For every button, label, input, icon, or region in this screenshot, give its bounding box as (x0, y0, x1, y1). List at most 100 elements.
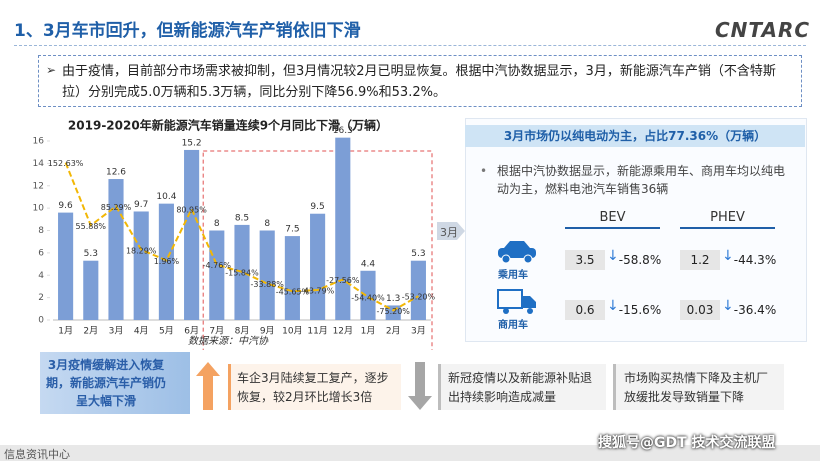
point-text: 市场购买热情下降及主机厂放缓批发导致销量下降 (624, 371, 769, 404)
column-header: BEV (565, 210, 660, 229)
down-arrow: ↓ (607, 298, 619, 314)
y-tick-label: 12 (33, 181, 44, 191)
y-tick-label: 2 (38, 293, 44, 303)
down-arrow (408, 362, 432, 410)
x-tick-label: 4月 (134, 326, 149, 337)
x-tick-label: 8月 (235, 326, 250, 337)
row-label: 乘用车 (498, 270, 528, 281)
bar (259, 230, 275, 320)
line-label: 80.95% (176, 206, 207, 215)
bar (284, 236, 300, 320)
bar-label: 9.5 (310, 202, 324, 212)
bar (58, 212, 74, 320)
bar (133, 211, 149, 320)
bar-label: 8.5 (235, 213, 249, 223)
x-tick-label: 2月 (386, 326, 401, 337)
x-tick-label: 6月 (184, 326, 199, 337)
panel-title: 3月市场仍以纯电动为主，占比77.36%（万辆） (465, 125, 805, 147)
value-box: 0.03 (680, 300, 720, 320)
line-label: -27.56% (326, 276, 360, 285)
row-label: 商用车 (498, 320, 528, 331)
bar-label: 16.3 (333, 126, 353, 136)
point-box (228, 364, 401, 410)
column-header: PHEV (680, 210, 775, 229)
divider (14, 45, 806, 46)
bar (310, 213, 326, 320)
x-tick-label: 1月 (361, 326, 376, 337)
line-label: 152.63% (48, 159, 84, 168)
x-tick-label: 7月 (209, 326, 224, 337)
line-label: -33.88% (251, 280, 285, 289)
x-tick-label: 3月 (109, 326, 124, 337)
slide-title: 1、3月车市回升，但新能源汽车产销依旧下滑 (14, 21, 361, 41)
arrow-shape (437, 222, 465, 240)
y-tick-label: 16 (33, 137, 45, 147)
chart-title: 2019-2020年新能源汽车销量连续9个月同比下滑（万辆） (68, 118, 388, 133)
bar-label: 10.4 (156, 192, 176, 202)
down-arrow: ↓ (722, 248, 734, 264)
point-box (438, 364, 606, 410)
bar (158, 203, 174, 320)
point-box (613, 364, 784, 410)
logo: CNTARC (715, 18, 811, 42)
bar-label: 7.5 (285, 225, 299, 235)
chart: 2019-2020年新能源汽车销量连续9个月同比下滑（万辆） 0 2 4 6 8 10 12 1… (33, 118, 436, 350)
x-tick-label: 10月 (282, 326, 302, 337)
bar-label: 9.7 (134, 200, 148, 210)
x-tick-label: 12月 (333, 326, 353, 337)
bar (184, 149, 200, 320)
y-tick-label: 8 (38, 226, 44, 236)
point-text: 车企3月陆续复工复产，逐步恢复，较2月环比增长3倍 (237, 371, 389, 404)
line-label: 18.29% (126, 246, 157, 255)
change-value: -44.3% (733, 253, 777, 267)
line-label: 55.88% (76, 222, 107, 231)
panel-note: 根据中汽协数据显示，新能源乘用车、商用车均以纯电动为主，燃料电池汽车销售36辆 (497, 164, 786, 196)
bar-label: 8 (264, 219, 270, 229)
vehicle-icon (497, 289, 536, 314)
bar-label: 4.4 (361, 259, 376, 269)
x-tick-label: 2月 (83, 326, 98, 337)
intro-box (38, 55, 802, 107)
bar (83, 260, 99, 320)
bar (335, 137, 351, 320)
y-tick-label: 0 (38, 316, 44, 326)
value-box: 3.5 (565, 250, 605, 270)
y-tick-label: 14 (33, 159, 45, 169)
bar-label: 1.3 (386, 294, 400, 304)
change-value: -15.6% (618, 303, 662, 317)
line-label: -53.20% (402, 293, 436, 302)
x-tick-label: 9月 (260, 326, 275, 337)
bar (234, 224, 250, 320)
bar (360, 270, 376, 320)
line-label: -54.40% (351, 293, 385, 302)
up-arrow (196, 362, 220, 410)
line-label: -75.20% (377, 307, 411, 316)
x-tick-label: 11月 (307, 326, 327, 337)
x-tick-label: 3月 (411, 326, 426, 337)
headline-box (40, 352, 190, 414)
bar (108, 179, 124, 320)
highlight-box (202, 150, 433, 350)
line-label: -15.84% (225, 268, 259, 277)
footer-bar (0, 445, 820, 461)
headline: 3月疫情缓解进入恢复期，新能源汽车产销仍呈大幅下滑 (46, 358, 167, 408)
bar (209, 230, 225, 320)
line-label: 85.29% (101, 203, 132, 212)
bar-label: 12.6 (106, 168, 126, 178)
x-tick-label: 1月 (58, 326, 73, 337)
down-arrow: ↓ (607, 248, 619, 264)
bar-label: 5.3 (84, 249, 98, 259)
line-label: 1.96% (154, 257, 180, 266)
point-text: 新冠疫情以及新能源补贴退出持续影响造成减量 (448, 371, 593, 404)
line-label: -45.65% (276, 288, 310, 297)
vehicle-icon (498, 241, 536, 264)
y-tick-label: 4 (38, 271, 44, 281)
arrow-label: 3月 (440, 226, 458, 239)
down-arrow: ↓ (722, 298, 734, 314)
bar-label: 5.3 (411, 249, 425, 259)
line-label: -43.79% (301, 287, 335, 296)
value-box: 0.6 (565, 300, 605, 320)
footer-text: 信息资讯中心 (4, 448, 70, 461)
line-label: -4.76% (203, 261, 232, 270)
